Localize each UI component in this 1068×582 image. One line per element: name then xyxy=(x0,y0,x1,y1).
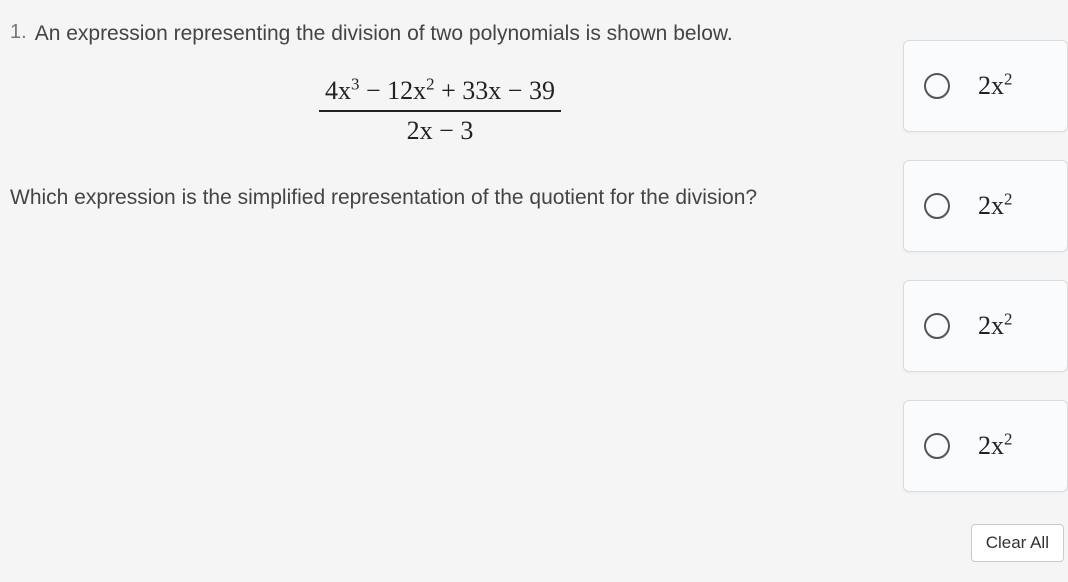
question-panel: 1. An expression representing the divisi… xyxy=(0,0,900,582)
question-subprompt: Which expression is the simplified repre… xyxy=(10,186,870,210)
answer-label: 2x2 xyxy=(978,191,1012,221)
answer-option-1[interactable]: 2x2 xyxy=(903,40,1068,132)
fraction-numerator: 4x3 − 12x2 + 33x − 39 xyxy=(319,76,561,112)
answer-label: 2x2 xyxy=(978,71,1012,101)
answer-option-4[interactable]: 2x2 xyxy=(903,400,1068,492)
radio-icon xyxy=(924,433,950,459)
question-prompt: An expression representing the division … xyxy=(35,20,733,48)
answer-label: 2x2 xyxy=(978,311,1012,341)
fraction-denominator: 2x − 3 xyxy=(319,112,561,146)
radio-icon xyxy=(924,193,950,219)
question-number: 1. xyxy=(10,20,27,44)
expression-block: 4x3 − 12x2 + 33x − 39 2x − 3 xyxy=(10,76,870,146)
answer-label: 2x2 xyxy=(978,431,1012,461)
answer-option-3[interactable]: 2x2 xyxy=(903,280,1068,372)
clear-all-button[interactable]: Clear All xyxy=(971,524,1064,562)
radio-icon xyxy=(924,313,950,339)
question-header: 1. An expression representing the divisi… xyxy=(10,20,870,48)
radio-icon xyxy=(924,73,950,99)
answer-column: 2x2 2x2 2x2 2x2 Clear All xyxy=(903,40,1068,582)
answer-option-2[interactable]: 2x2 xyxy=(903,160,1068,252)
polynomial-fraction: 4x3 − 12x2 + 33x − 39 2x − 3 xyxy=(319,76,561,146)
